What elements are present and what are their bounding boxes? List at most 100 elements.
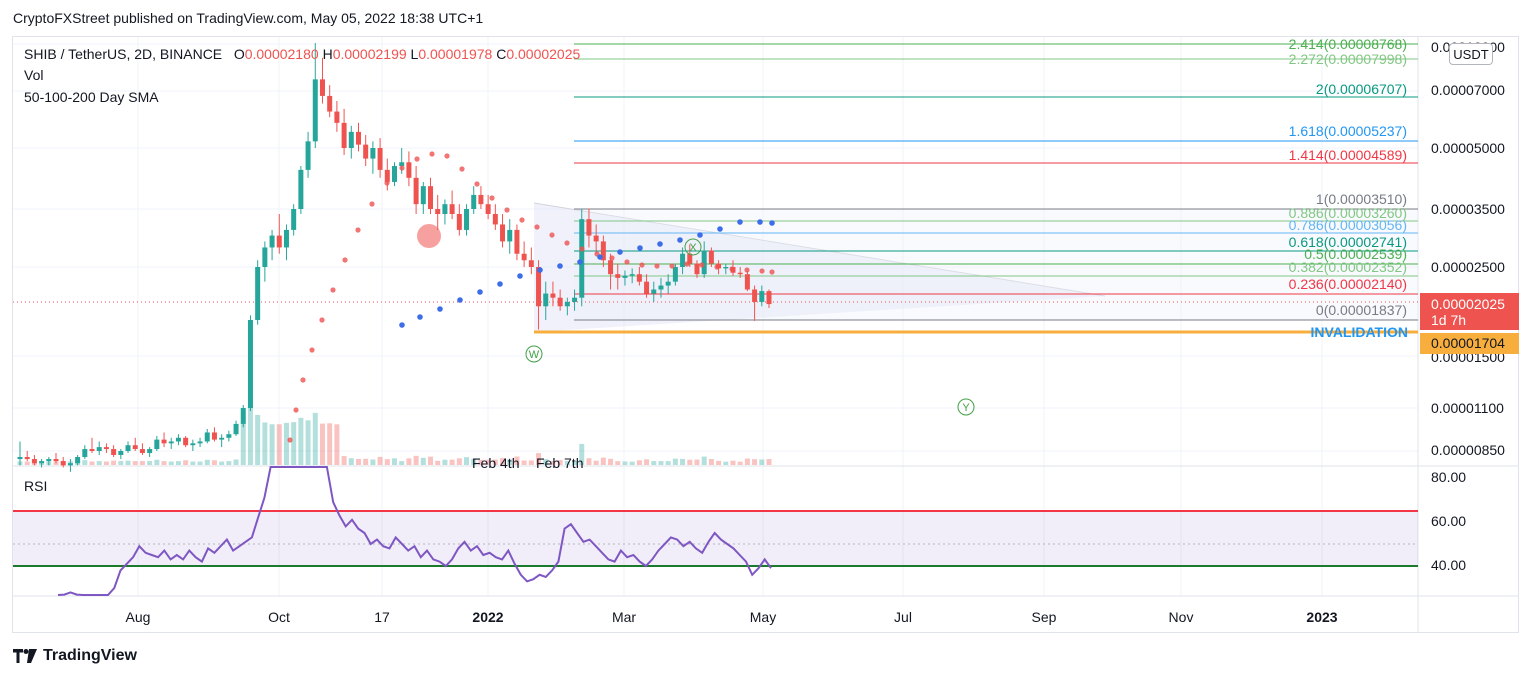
fib-level-label: 0.236(0.00002140) — [1289, 276, 1407, 292]
candle-body — [298, 169, 304, 209]
sma-red-point — [309, 347, 315, 353]
candle-body — [672, 267, 678, 282]
volume-bar — [579, 443, 585, 465]
volume-bar — [651, 461, 657, 465]
volume-bar — [672, 458, 678, 465]
candle-body — [283, 229, 289, 248]
sma-blue-point — [517, 273, 523, 279]
candle-body — [384, 169, 390, 182]
candle-body — [89, 449, 95, 451]
candle-body — [377, 148, 383, 170]
volume-bar — [644, 459, 650, 465]
candle-body — [355, 131, 361, 145]
sma-blue-point — [697, 232, 703, 238]
candle-body — [363, 144, 369, 159]
volume-bar — [543, 459, 549, 465]
time-axis-label: Oct — [268, 609, 290, 625]
sma-red-point — [444, 153, 450, 159]
sma-blue-point — [437, 306, 443, 312]
volume-bar — [471, 458, 477, 465]
candle-body — [442, 204, 448, 214]
volume-bar — [190, 461, 196, 465]
low-label: L — [410, 46, 419, 62]
sma-red-point — [342, 257, 348, 263]
volume-bar — [24, 461, 30, 465]
wave-circle — [525, 345, 543, 363]
price-axis-label: 0.00007000 — [1431, 82, 1505, 98]
candle-body — [60, 461, 66, 466]
sma-red-point — [579, 246, 585, 252]
volume-bar — [204, 459, 210, 465]
open-label: O — [233, 46, 245, 62]
candle-body — [536, 267, 542, 307]
event-marker[interactable] — [417, 224, 441, 248]
candle-body — [651, 289, 657, 294]
sma-blue-point — [657, 241, 663, 247]
volume-legend[interactable]: Vol — [24, 67, 44, 83]
volume-bar — [377, 456, 383, 465]
wave-circle — [957, 398, 975, 416]
candle-body — [139, 449, 145, 453]
volume-bar — [449, 459, 455, 465]
candle-body — [276, 235, 282, 248]
candle-body — [190, 443, 196, 446]
currency-badge[interactable]: USDT — [1449, 43, 1493, 65]
volume-bar — [658, 461, 664, 465]
volume-bar — [744, 458, 750, 465]
candle-body — [579, 219, 585, 298]
candle-body — [204, 432, 210, 442]
volume-bar — [161, 461, 167, 465]
candle-body — [478, 194, 484, 205]
sma-red-point — [729, 266, 735, 272]
volume-bar — [492, 459, 498, 465]
price-axis-label: 0.00000850 — [1431, 442, 1505, 458]
wave-label: Y — [962, 402, 970, 414]
rsi-legend[interactable]: RSI — [24, 478, 48, 494]
tradingview-logo[interactable]: TradingView — [13, 647, 137, 665]
high-value: 0.00002199 — [332, 46, 407, 62]
candle-body — [334, 111, 340, 123]
candle-body — [17, 456, 23, 460]
volume-bar — [478, 459, 484, 465]
volume-bar — [125, 460, 131, 465]
candle-body — [644, 281, 650, 294]
sma-blue-point — [557, 263, 563, 269]
sma-legend[interactable]: 50-100-200 Day SMA — [24, 89, 159, 105]
time-axis-label: Nov — [1169, 609, 1194, 625]
fib-level-label: 1.414(0.00004589) — [1289, 147, 1407, 163]
sma-red-point — [319, 317, 325, 323]
symbol-label[interactable]: SHIB / TetherUS, 2D, BINANCE — [24, 46, 223, 62]
sma-red-point — [714, 264, 720, 270]
price-axis-label: 0.00003500 — [1431, 201, 1505, 217]
candle-body — [219, 437, 225, 440]
volume-bar — [255, 414, 261, 465]
volume-bar — [240, 423, 246, 465]
volume-bar — [247, 406, 253, 465]
sma-red-point — [287, 437, 293, 443]
sma-red-point — [699, 262, 705, 268]
sma-blue-point — [677, 237, 683, 243]
sma-blue-point — [617, 249, 623, 255]
volume-bar — [550, 461, 556, 465]
volume-bar — [536, 453, 542, 465]
volume-bar — [406, 458, 412, 465]
candle-body — [319, 79, 325, 96]
price-axis-label: 0.00001100 — [1431, 400, 1504, 416]
sma-red-point — [300, 377, 306, 383]
candle-body — [312, 79, 318, 142]
volume-bar — [219, 461, 225, 465]
candle-body — [608, 260, 614, 275]
volume-bar — [118, 461, 124, 465]
volume-bar — [413, 455, 419, 465]
candle-body — [471, 194, 477, 209]
fib-level-label: 0(0.00001837) — [1316, 302, 1407, 318]
candle-body — [593, 235, 599, 242]
candle-body — [240, 408, 246, 424]
sma-blue-point — [417, 314, 423, 320]
sma-red-point — [429, 151, 435, 157]
volume-bar — [752, 459, 758, 465]
volume-bar — [363, 458, 369, 465]
sma-red-point — [639, 262, 645, 268]
candle-body — [723, 267, 729, 269]
